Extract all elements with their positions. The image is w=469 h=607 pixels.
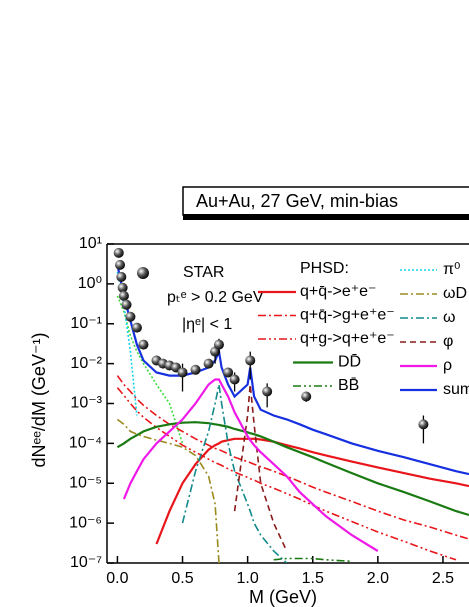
curve [116,387,457,561]
x-tick-label: 0.5 [171,570,193,587]
y-tick-label: 10⁻³ [70,395,102,412]
y-tick-label: 10⁻⁷ [70,554,102,571]
y-tick-label: 10¹ [79,235,102,252]
legend-label: ωD [443,285,467,302]
y-tick-label: 10⁻⁴ [69,435,102,452]
data-point [116,271,127,282]
y-tick-label: 10⁰ [78,275,102,292]
x-tick-label: 0.0 [106,570,128,587]
x-axis-label: M (GeV) [249,587,317,607]
data-point [245,355,256,366]
curve [116,418,220,563]
plot-area [113,247,469,563]
legend-label: q+q̄->e⁺e⁻ [300,283,377,300]
x-tick-label: 1.0 [237,570,259,587]
data-point [190,364,201,375]
chart-title: Au+Au, 27 GeV, min-bias [196,191,398,211]
annotation: |ηᵉ| < 1 [182,316,232,333]
curve [116,375,469,540]
y-axis-label: dNᵉᵉ/dM (GeV⁻¹) [29,333,49,468]
curve [116,421,469,517]
data-point [301,391,312,402]
y-tick-label: 10⁻⁶ [69,514,102,531]
title-bar [183,214,469,220]
data-point [118,290,129,301]
y-tick-label: 10⁻⁵ [69,474,102,491]
data-point [229,374,240,385]
curve [181,384,288,563]
x-tick-label: 2.5 [432,570,454,587]
y-tick-label: 10⁻² [70,355,102,372]
legend-label: ρ [443,357,452,374]
curve [122,378,379,552]
legend-label: sum [443,381,469,398]
data-point [115,259,126,270]
data-point [213,339,224,350]
curve [155,437,469,545]
legend-label: π⁰ [443,261,460,278]
legend-label: q+g->q+e⁺e⁻ [300,330,395,347]
curve [273,557,352,563]
legend-label: q+q̄->g+e⁺e⁻ [300,307,395,324]
legend-marker [137,267,149,279]
data-point [262,386,273,397]
legend-label: φ [443,333,453,350]
annotation: pₜᵉ > 0.2 GeV [167,289,264,306]
data-point [223,367,234,378]
curve [116,264,469,476]
data-point [125,311,136,322]
data-point [117,282,128,293]
data-point [131,322,142,333]
data-point [177,367,188,378]
title-box [182,186,469,216]
x-tick-label: 1.5 [302,570,324,587]
data-point [138,339,149,350]
data-point [418,419,429,430]
legend-label: BB̄ [338,377,359,394]
data-point [121,299,132,310]
legend-label: ω [443,309,456,326]
x-tick-label: 2.0 [367,570,389,587]
legend-label: STAR [183,264,224,281]
data-point [203,358,214,369]
data-point [113,247,124,258]
legend-label: DD̄ [338,353,361,370]
annotation: PHSD: [300,260,349,277]
y-tick-label: 10⁻¹ [70,315,102,332]
